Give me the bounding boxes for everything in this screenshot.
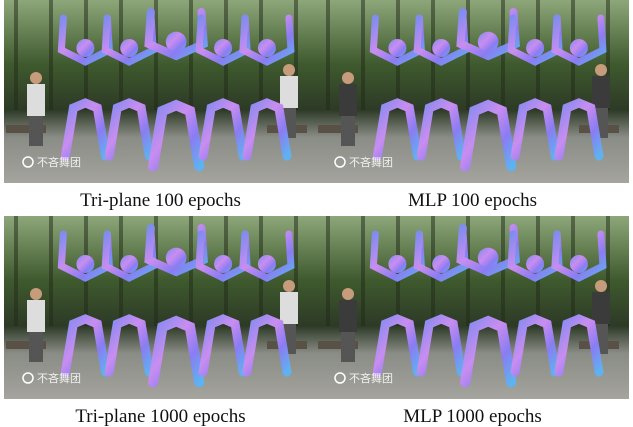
- panel: 不吝舞团: [4, 0, 317, 183]
- panel-caption: MLP 1000 epochs: [403, 406, 542, 427]
- spectator-legs: [29, 332, 43, 362]
- spectator-body: [339, 84, 357, 116]
- tree-trunk: [49, 216, 53, 326]
- figure: 不吝舞团 Tri-plane 100 epochs 不吝舞团 MLP 100 epoc…: [0, 0, 633, 427]
- spectator-body: [280, 292, 298, 324]
- tree-trunk: [501, 0, 505, 110]
- watermark: 不吝舞团: [37, 155, 81, 169]
- spectator-head: [30, 288, 42, 300]
- spectator-body: [27, 84, 45, 116]
- panel: 不吝舞团: [316, 0, 629, 183]
- spectator-head: [283, 64, 295, 76]
- panel-caption: Tri-plane 1000 epochs: [75, 406, 245, 427]
- panel-caption: Tri-plane 100 epochs: [80, 190, 241, 211]
- watermark: 不吝舞团: [37, 371, 81, 385]
- tree-trunk: [466, 216, 470, 326]
- spectator-body: [27, 300, 45, 332]
- tree-trunk: [14, 216, 18, 326]
- spectator-head: [342, 72, 354, 84]
- spectator-head: [30, 72, 42, 84]
- watermark: 不吝舞团: [349, 371, 393, 385]
- panels: 不吝舞团 Tri-plane 100 epochs 不吝舞团 MLP 100 epoc…: [4, 0, 629, 427]
- tree-trunk: [326, 0, 330, 110]
- spectator-body: [339, 300, 357, 332]
- spectator-body: [592, 76, 610, 108]
- watermark: 不吝舞团: [349, 155, 393, 169]
- tree-trunk: [14, 0, 18, 110]
- tree-trunk: [466, 0, 470, 110]
- panel: 不吝舞团: [4, 216, 317, 399]
- spectator-legs: [341, 332, 355, 362]
- tree-trunk: [189, 216, 193, 326]
- spectator-head: [595, 280, 607, 292]
- tree-trunk: [154, 0, 158, 110]
- spectator-legs: [29, 116, 43, 146]
- tree-trunk: [501, 216, 505, 326]
- spectator-head: [595, 64, 607, 76]
- spectator-legs: [341, 116, 355, 146]
- spectator-body: [280, 76, 298, 108]
- tree-trunk: [49, 0, 53, 110]
- tree-trunk: [361, 0, 365, 110]
- tree-trunk: [361, 216, 365, 326]
- panel: 不吝舞团: [316, 216, 629, 399]
- tree-trunk: [326, 216, 330, 326]
- tree-trunk: [189, 0, 193, 110]
- panel-caption: MLP 100 epochs: [408, 190, 537, 211]
- spectator-head: [342, 288, 354, 300]
- spectator-head: [283, 280, 295, 292]
- spectator-body: [592, 292, 610, 324]
- tree-trunk: [154, 216, 158, 326]
